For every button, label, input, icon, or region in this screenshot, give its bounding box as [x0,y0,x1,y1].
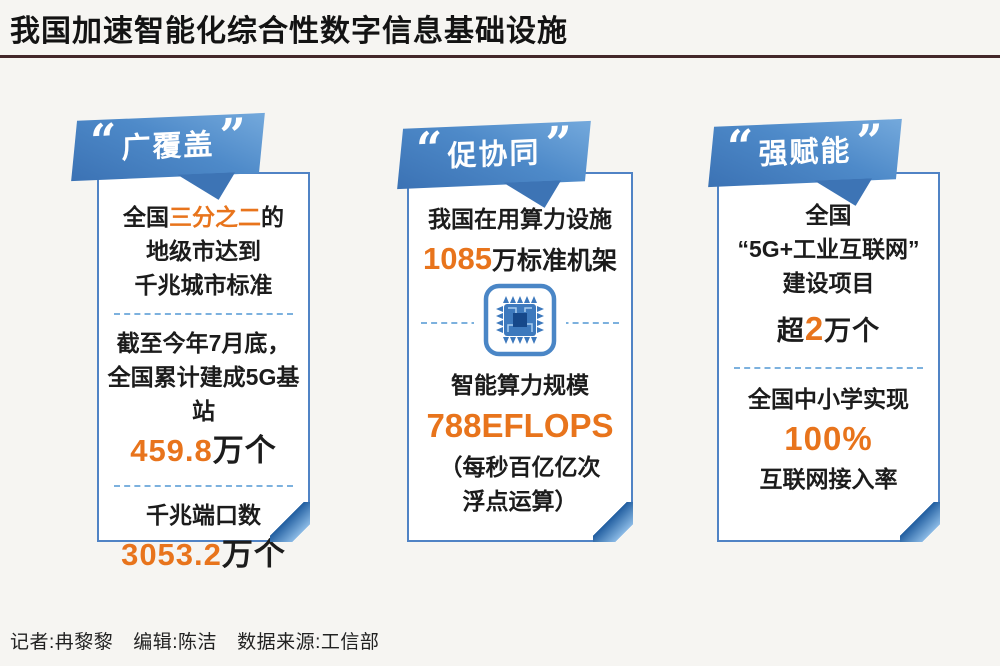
folded-corner [270,502,310,542]
stat-block-gigabit-ports: 千兆端口数 3053.2万个 [99,498,308,578]
title-underline [0,55,1000,58]
stat-line: 千兆端口数 [146,502,261,528]
stat-block-school-internet: 全国中小学实现 100% 互联网接入率 [719,382,938,496]
stat-line: 地级市达到 [146,238,261,264]
open-quote-icon: “ [89,113,117,169]
unit-segment: 万个 [824,316,881,346]
stat-block-gigabit-cities: 全国三分之二的 地级市达到 千兆城市标准 [99,174,308,302]
page-title: 我国加速智能化综合性数字信息基础设施 [10,15,568,48]
highlight-segment: 三分之二 [169,204,261,230]
stat-line: 全国中小学实现 [748,386,909,412]
stat-line: 智能算力规模 [451,372,589,398]
stat-line: 全国 [805,202,852,228]
stat-block-5g-industrial-internet: 全国 “5G+工业互联网” 建设项目 超2万个 [719,174,938,354]
open-quote-icon: “ [726,119,754,175]
close-quote-icon: ” [545,115,573,171]
stat-number-line: 459.8万个 [99,428,308,474]
text-segment: 全国 [123,204,169,230]
card-strong-empowerment: 全国 “5G+工业互联网” 建设项目 超2万个 全国中小学实现 100% 互联网… [717,172,940,542]
stat-number-line: 3053.2万个 [99,532,308,578]
reporter-credit: 记者:冉黎黎 [10,632,114,653]
text-segment: 的 [261,204,284,230]
stat-block-5g-base-stations: 截至今年7月底， 全国累计建成5G基站 459.8万个 [99,326,308,474]
stat-line: 全国累计建成5G基站 [107,364,300,424]
data-source-credit: 数据来源:工信部 [237,632,380,653]
close-quote-icon: ” [219,107,247,163]
stat-block-computing-racks: 我国在用算力设施 1085万标准机架 [409,174,631,278]
open-quote-icon: “ [415,121,443,177]
stat-line: 我国在用算力设施 [428,206,612,232]
stat-number-line: 超2万个 [719,306,938,354]
highlight-number: 3053.2 [121,537,222,572]
editor-credit: 编辑:陈洁 [133,632,218,653]
banner-label: 促协同 [447,137,541,173]
banner-inner: “ 强赋能 ” [726,113,884,187]
stat-line: 千兆城市标准 [134,272,273,298]
folded-corner [900,502,940,542]
stat-line: 截至今年7月底， [116,330,291,356]
dashed-divider [113,485,294,487]
cpu-chip-icon [483,283,557,357]
banner-synergy: “ 促协同 ” [397,115,591,189]
highlight-number: 2 [804,310,825,347]
banner-empowerment: “ 强赋能 ” [708,113,902,187]
chip-icon-box [474,282,566,363]
banner-wide-coverage: “ 广覆盖 ” [71,107,265,181]
folded-corner [593,502,633,542]
note-line: （每秒百亿亿次 [439,454,601,480]
stat-line: 建设项目 [782,270,875,296]
highlight-number: 459.8 [130,433,213,468]
header: 我国加速智能化综合性数字信息基础设施 [0,0,1000,58]
unit-segment: 万个 [221,537,286,572]
dashed-divider [734,367,923,369]
highlight-number: 788EFLOPS [426,407,614,444]
credits-footer: 记者:冉黎黎 编辑:陈洁 数据来源:工信部 [10,627,399,654]
banner-label: 广覆盖 [121,129,215,165]
chip-divider-row [409,282,631,366]
stat-block-ai-computing: 智能算力规模 788EFLOPS （每秒百亿亿次 浮点运算） [409,368,631,518]
text-segment: 超 [776,316,805,346]
banner-label: 强赋能 [758,135,852,171]
highlight-number: 100% [784,420,873,457]
banner-inner: “ 广覆盖 ” [89,107,247,181]
note-line: 浮点运算） [462,488,578,514]
card-computing-synergy: 我国在用算力设施 1085万标准机架 智能算力规模 788EFLOPS （每秒百… [407,172,633,542]
highlight-number: 1085 [423,241,492,276]
stat-number-line: 1085万标准机架 [409,242,631,278]
close-quote-icon: ” [856,113,884,169]
banner-inner: “ 促协同 ” [415,115,573,189]
unit-segment: 万标准机架 [491,247,617,275]
dashed-divider [113,313,294,315]
stat-line: 全国三分之二的 [99,200,308,234]
stat-line: 互联网接入率 [759,466,898,492]
card-wide-coverage: 全国三分之二的 地级市达到 千兆城市标准 截至今年7月底， 全国累计建成5G基站… [97,172,310,572]
stat-line: “5G+工业互联网” [737,236,920,262]
unit-segment: 万个 [212,433,277,468]
